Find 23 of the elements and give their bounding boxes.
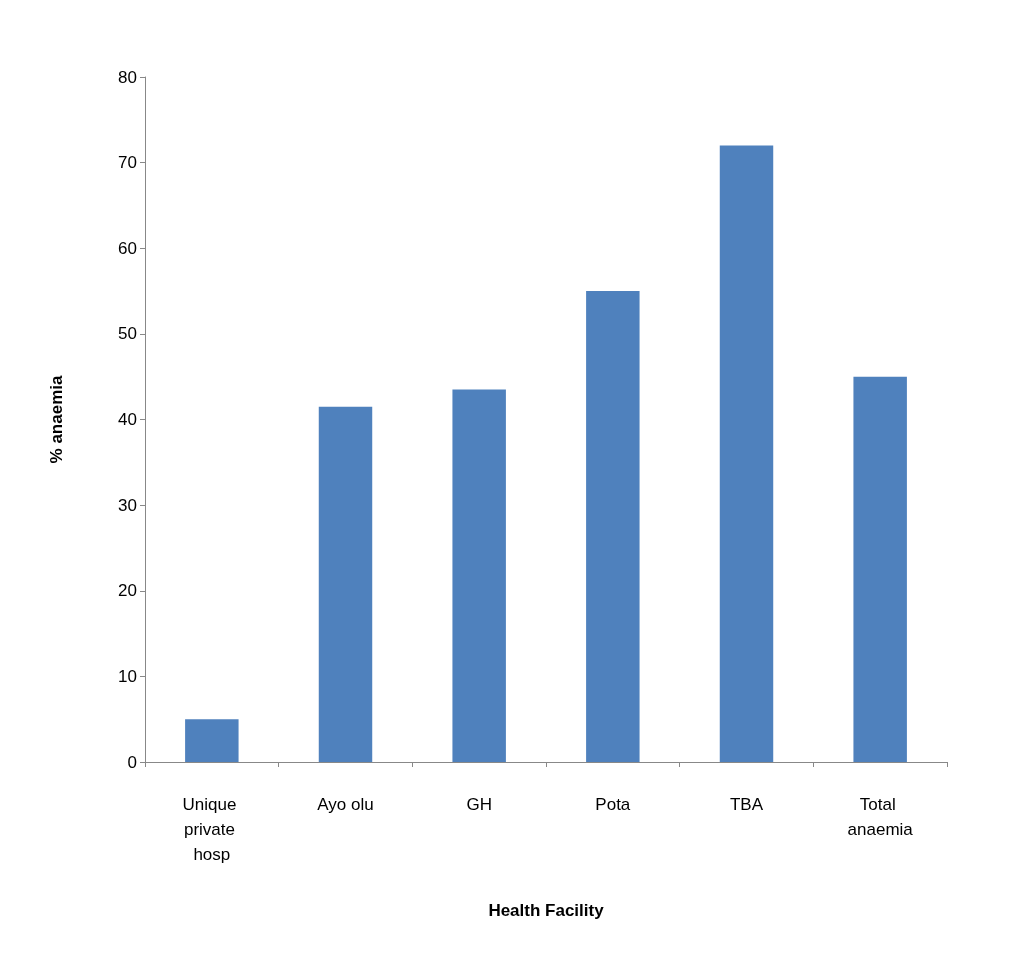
x-tick-label: TBA xyxy=(729,795,764,814)
y-tick-label: 20 xyxy=(118,581,137,601)
x-tick-label: Unique private hosp xyxy=(182,795,242,864)
x-tick-label: Total anaemia xyxy=(847,795,914,839)
y-tick-label: 0 xyxy=(127,752,137,772)
bar xyxy=(185,719,239,762)
y-tick-label: 10 xyxy=(118,666,137,686)
x-tick-label: Pota xyxy=(595,795,631,814)
x-tick-label: GH xyxy=(466,795,492,814)
y-tick-label: 30 xyxy=(118,495,137,515)
y-tick-label: 80 xyxy=(118,67,137,87)
bar xyxy=(452,389,506,762)
bar xyxy=(853,376,907,762)
x-tick-label: Ayo olu xyxy=(317,795,374,814)
y-tick-label: 70 xyxy=(118,153,137,173)
y-axis-title: % anaemia xyxy=(47,375,66,464)
y-tick-label: 40 xyxy=(118,410,137,429)
y-tick-label: 50 xyxy=(118,324,137,344)
y-tick-label: 60 xyxy=(118,238,137,258)
bar xyxy=(719,145,774,762)
bar xyxy=(318,406,373,762)
x-axis-title: Health Facility xyxy=(488,901,605,920)
bar xyxy=(586,291,640,762)
